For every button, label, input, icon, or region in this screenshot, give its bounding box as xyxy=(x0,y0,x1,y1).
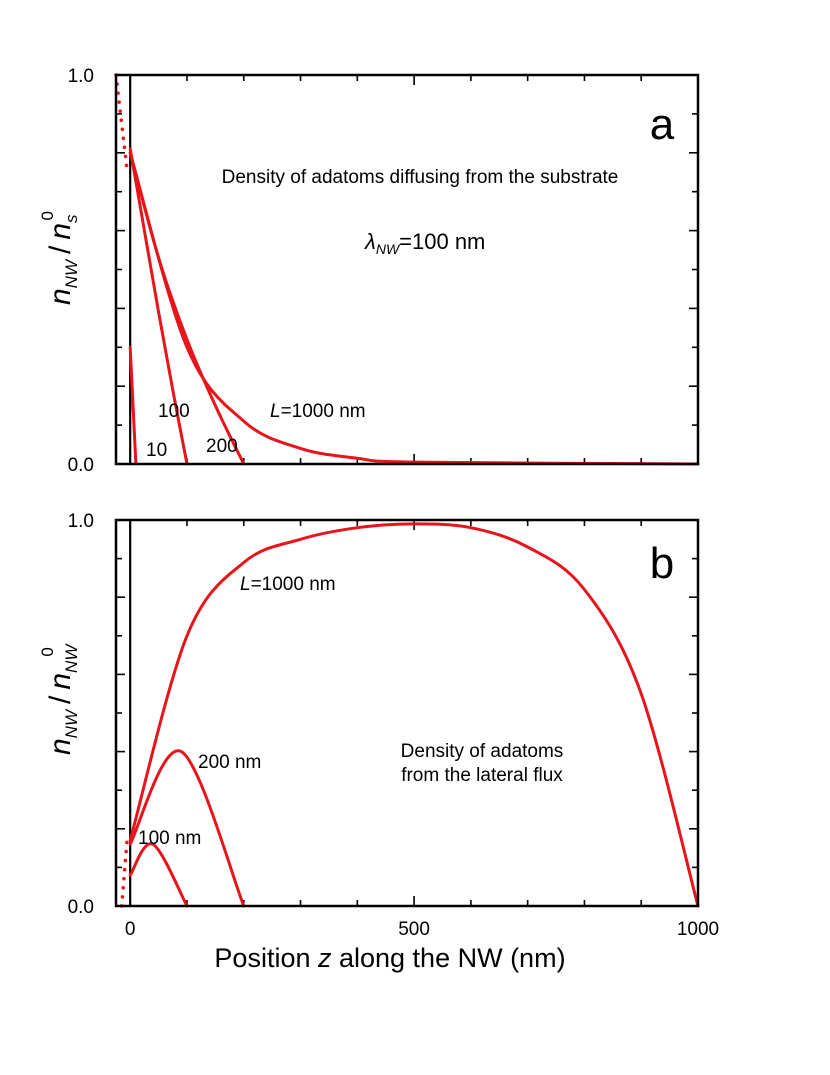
lambda-value: =100 nm xyxy=(399,229,485,254)
panel-b-y-axis-label: nNW/nNW0 xyxy=(38,643,81,755)
panel-b-label-L200: 200 nm xyxy=(198,752,261,773)
panel-a-ytick-top: 1.0 xyxy=(68,66,94,87)
panel-a-letter: a xyxy=(650,100,675,149)
panel-b: 1.0 0.0 b Density of adatoms from the lat… xyxy=(38,511,700,918)
ylabel-sup: 0 xyxy=(38,647,57,656)
panel-a-title: Density of adatoms diffusing from the su… xyxy=(222,167,619,188)
x-tick-label-0: 0 xyxy=(125,919,136,940)
panel-b-ytick-top: 1.0 xyxy=(68,511,94,532)
x-axis-label: Position z along the NW (nm) xyxy=(214,943,565,973)
panel-b-title-line: Density of adatoms xyxy=(401,741,564,762)
panel-a-label-L200: 200 xyxy=(206,436,238,457)
panel-b-curves xyxy=(119,522,700,908)
panel-b-ticks xyxy=(116,519,699,907)
ylabel-den: n xyxy=(44,223,77,240)
L-value: =1000 nm xyxy=(251,574,336,595)
panel-a-ticks xyxy=(116,74,699,465)
series-line-L1000 xyxy=(128,522,700,908)
x-tick-label-500: 500 xyxy=(398,919,430,940)
L-value: =1000 nm xyxy=(281,401,366,422)
lambda-symbol: λ xyxy=(364,229,376,254)
series-line-L1000 xyxy=(128,151,700,466)
series-line-L100 xyxy=(128,842,189,908)
ylabel-den-sub: s xyxy=(62,214,81,223)
x-tick-label-1000: 1000 xyxy=(677,919,719,940)
panel-a-ytick-bottom: 0.0 xyxy=(68,455,94,476)
ylabel-slash: / xyxy=(44,245,77,254)
panel-a-y-axis-label: nNW/ns0 xyxy=(38,211,81,305)
panel-a-label-L100: 100 xyxy=(158,401,190,422)
panel-a-lambda-label: λNW=100 nm xyxy=(364,229,485,257)
panel-a-frame xyxy=(114,73,700,466)
panel-b-label-L100: 100 nm xyxy=(138,828,201,849)
series-line-substrate xyxy=(119,834,130,908)
series-line-L200 xyxy=(128,749,246,908)
panel-a-curves xyxy=(114,73,700,466)
ylabel-sub: NW xyxy=(62,258,81,288)
lambda-subscript: NW xyxy=(376,241,401,257)
panel-b-title: Density of adatoms from the lateral flux xyxy=(401,741,564,786)
panel-b-title-line: from the lateral flux xyxy=(401,765,563,786)
panel-a-label-L10: 10 xyxy=(146,440,167,461)
series-line-L100 xyxy=(128,147,189,466)
series-line-substrate xyxy=(114,73,130,174)
L-symbol: L xyxy=(240,574,251,595)
series-line-L10 xyxy=(128,345,138,466)
ylabel-n: n xyxy=(44,738,77,755)
L-symbol: L xyxy=(270,401,281,422)
ylabel-den: n xyxy=(44,673,77,690)
xlabel-suffix: along the NW (nm) xyxy=(331,943,565,973)
panel-a-label-L1000: L=1000 nm xyxy=(270,401,366,422)
panel-b-ytick-bottom: 0.0 xyxy=(68,897,94,918)
ylabel-den-sub: NW xyxy=(62,643,81,673)
ylabel-sub: NW xyxy=(62,708,81,738)
ylabel-slash: / xyxy=(44,695,77,704)
panel-a: 1.0 0.0 a Density of adatoms diffusing f… xyxy=(38,66,700,476)
panel-b-frame xyxy=(114,518,700,908)
panel-b-label-L1000: L=1000 nm xyxy=(240,574,336,595)
xlabel-var: z xyxy=(317,943,332,973)
xlabel-prefix: Position xyxy=(214,943,318,973)
panel-b-letter: b xyxy=(650,539,674,588)
ylabel-n: n xyxy=(44,288,77,305)
ylabel-sup: 0 xyxy=(38,211,57,220)
